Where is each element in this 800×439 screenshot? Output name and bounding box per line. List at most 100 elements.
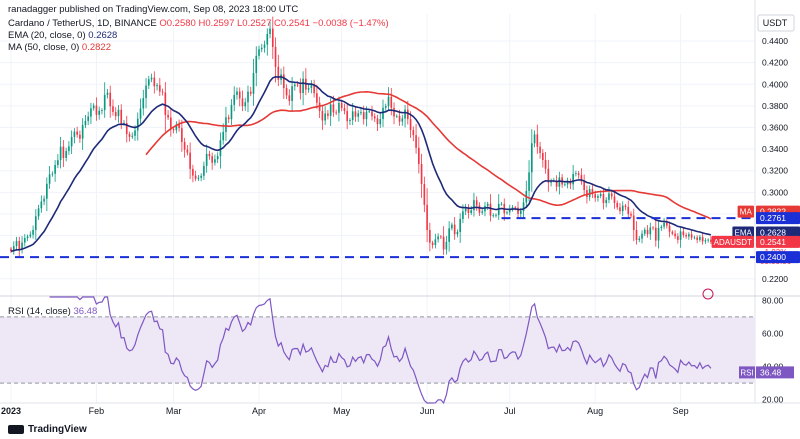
candle <box>128 131 131 142</box>
ma-legend-value: 0.2822 <box>81 42 111 53</box>
candle-body <box>269 28 271 34</box>
candle <box>506 210 508 215</box>
candle <box>354 106 357 122</box>
candle-body <box>434 239 437 245</box>
candle-body <box>172 129 175 131</box>
candle <box>103 82 106 118</box>
candle <box>153 71 156 94</box>
candle <box>572 164 574 190</box>
candle <box>652 226 654 231</box>
candle-body <box>489 203 492 216</box>
candle-body <box>46 183 48 199</box>
candle-body <box>29 234 32 237</box>
candle <box>643 227 646 236</box>
ema-price-label-value: 0.2628 <box>760 228 786 238</box>
candle-body <box>310 84 313 89</box>
candles <box>10 16 712 258</box>
candle-body <box>40 201 43 209</box>
candle-body <box>62 146 65 158</box>
candle-body <box>167 114 169 118</box>
candle <box>161 88 164 96</box>
candle <box>621 201 624 217</box>
candle <box>147 75 150 90</box>
candle-body <box>451 224 453 229</box>
candle-body <box>572 173 574 185</box>
candle-body <box>57 160 59 165</box>
candle-body <box>379 119 382 125</box>
candle <box>577 170 580 179</box>
candle-body <box>442 236 445 250</box>
candle-body <box>266 33 269 45</box>
candle <box>236 87 238 100</box>
candle-body <box>445 241 448 250</box>
candle <box>597 194 599 202</box>
candle-body <box>641 233 643 239</box>
candle <box>252 58 255 106</box>
candle <box>266 28 269 56</box>
candle <box>693 235 696 240</box>
candle-body <box>139 108 142 119</box>
candle <box>492 213 495 218</box>
candle-body <box>613 196 616 203</box>
candle-body <box>371 111 373 117</box>
candle-body <box>170 117 172 130</box>
candle-body <box>566 180 569 185</box>
candle <box>139 98 142 124</box>
candle <box>420 153 423 198</box>
candle-body <box>128 134 131 137</box>
candle <box>679 227 682 248</box>
candle-body <box>302 78 304 94</box>
candle <box>393 102 395 125</box>
candle <box>384 103 387 112</box>
candle-body <box>602 194 605 204</box>
candle <box>665 219 668 229</box>
candle <box>318 96 321 119</box>
candle <box>316 84 318 109</box>
candle-body <box>81 125 84 139</box>
candle <box>707 238 709 243</box>
candle <box>674 230 676 239</box>
candle-body <box>368 111 371 113</box>
time-tick-label: Feb <box>89 406 105 416</box>
candle <box>29 231 32 239</box>
candle-body <box>390 96 393 108</box>
rsi-legend: RSI (14, close) 36.48 <box>8 306 98 317</box>
candle-body <box>475 200 478 206</box>
candle-body <box>291 86 293 102</box>
candle <box>638 236 641 243</box>
candle-body <box>398 115 401 122</box>
candle <box>158 77 161 97</box>
candle <box>112 99 114 116</box>
candle <box>21 236 23 254</box>
candle-body <box>255 55 258 74</box>
time-tick-label: Apr <box>252 406 266 416</box>
candle <box>616 200 619 210</box>
candle-body <box>181 128 183 142</box>
candle-body <box>277 66 280 80</box>
candle-body <box>95 105 98 115</box>
candle <box>125 115 128 143</box>
candle-body <box>194 175 197 179</box>
ema-price-label-value-box <box>756 226 800 239</box>
candle <box>473 192 475 217</box>
candle-body <box>274 46 277 67</box>
candle <box>440 235 442 240</box>
candle <box>382 99 384 128</box>
candle-body <box>586 190 588 198</box>
candle-body <box>219 140 222 157</box>
candle-body <box>73 131 76 137</box>
candle-body <box>349 120 351 122</box>
candle-body <box>663 222 665 227</box>
candle-body <box>682 231 685 236</box>
ma-price-label-value: 0.2822 <box>760 207 786 217</box>
candle-body <box>65 151 67 158</box>
candle <box>478 202 481 217</box>
candle-body <box>575 173 577 174</box>
candle <box>241 90 244 112</box>
candle-body <box>340 102 343 109</box>
candle-body <box>296 84 299 86</box>
candle-body <box>506 212 508 214</box>
candle-body <box>627 207 630 214</box>
candle <box>528 160 530 202</box>
